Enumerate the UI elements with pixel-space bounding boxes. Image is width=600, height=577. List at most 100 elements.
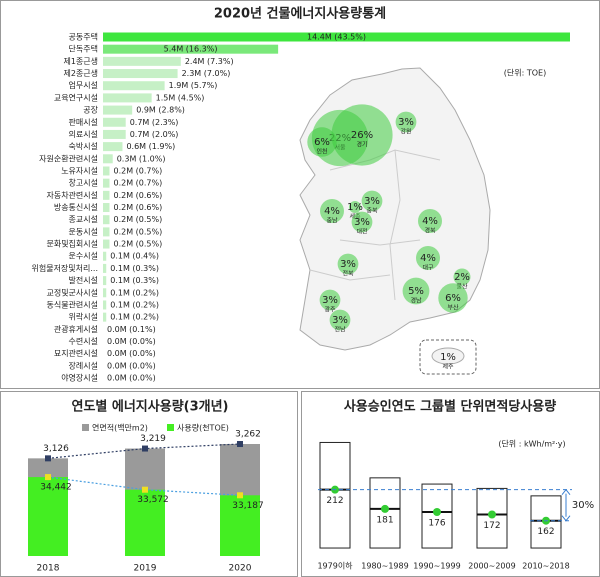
range-box xyxy=(421,483,453,549)
region-bubble xyxy=(329,309,351,331)
legend-label: 연면적(백만m2) xyxy=(92,423,148,433)
chart-title: 사용승인연도 그룹별 단위면적당사용량 xyxy=(344,399,556,415)
chart-title: 연도별 에너지사용량(3개년) xyxy=(71,399,228,415)
jeju-island xyxy=(431,347,465,365)
x-tick-label: 2020 xyxy=(229,564,252,574)
region-value: 4% xyxy=(324,206,340,217)
bar xyxy=(103,117,126,127)
region-bubble xyxy=(361,190,383,212)
marker xyxy=(237,441,243,448)
value-label: 0.9M (2.8%) xyxy=(136,106,185,115)
bar xyxy=(103,288,107,298)
value-label: 0.1M (0.2%) xyxy=(110,313,159,322)
bar xyxy=(103,190,110,200)
bar xyxy=(103,142,123,152)
bar xyxy=(103,312,107,322)
region-name: 울산 xyxy=(456,283,468,291)
region-value: 3% xyxy=(354,217,370,228)
region-value: 5% xyxy=(408,286,424,297)
region-bubble xyxy=(331,104,393,166)
y-tick-label: 방송통신시설 xyxy=(54,202,98,212)
y-tick-label: 창고시설 xyxy=(69,178,98,188)
value-label: 2.4M (7.3%) xyxy=(185,57,234,66)
bar xyxy=(103,44,279,54)
region-bubble xyxy=(351,211,373,233)
value-label: 0.2M (0.6%) xyxy=(113,203,162,212)
x-tick-label: 1990~1999 xyxy=(413,562,460,571)
region-name: 대전 xyxy=(356,228,367,236)
region-name: 인천 xyxy=(316,148,327,156)
bar xyxy=(103,166,110,176)
y-tick-label: 교정및군사시설 xyxy=(46,287,98,297)
value-label: 0.0M (0.0%) xyxy=(107,374,156,383)
bar xyxy=(103,178,110,188)
value-label: 33,572 xyxy=(137,495,169,505)
y-tick-label: 제2종근생 xyxy=(63,68,98,78)
y-tick-label: 수련시설 xyxy=(69,336,98,346)
region-value: 4% xyxy=(422,216,438,227)
region-bubble xyxy=(416,246,440,270)
marker xyxy=(142,486,148,493)
value-label: 33,187 xyxy=(232,501,264,511)
value-label: 0.2M (0.7%) xyxy=(113,179,162,188)
x-tick-label: 1980~1989 xyxy=(361,562,408,571)
x-tick-label: 2000~2009 xyxy=(468,562,515,571)
value-label: 3,262 xyxy=(235,430,261,440)
value-label: 181 xyxy=(376,515,393,525)
value-label: 0.3M (1.0%) xyxy=(117,154,166,163)
value-label: 0.7M (2.3%) xyxy=(130,118,179,127)
value-label: 0.2M (0.5%) xyxy=(113,215,162,224)
value-label: 0.2M (0.6%) xyxy=(113,191,162,200)
value-label: 14.4M (43.5%) xyxy=(307,33,366,42)
region-bubble xyxy=(395,111,417,133)
bar xyxy=(103,300,107,310)
value-label: 162 xyxy=(537,527,554,537)
region-value: 3% xyxy=(398,117,414,128)
value-label: 34,442 xyxy=(40,483,72,493)
region-bubble xyxy=(402,277,430,305)
x-tick-label: 2010~2018 xyxy=(522,562,569,571)
region-name: 강원 xyxy=(400,128,411,136)
region-value: 3% xyxy=(322,295,338,306)
marker xyxy=(45,474,51,481)
y-tick-label: 제1종근생 xyxy=(63,56,98,66)
y-tick-label: 운수시설 xyxy=(69,251,98,261)
bar xyxy=(103,239,110,249)
region-value: 6% xyxy=(445,293,461,304)
value-label: 0.0M (0.0%) xyxy=(107,337,156,346)
level-dot xyxy=(488,510,496,519)
value-label: 0.0M (0.0%) xyxy=(107,361,156,370)
bar xyxy=(103,32,570,42)
range-box xyxy=(319,441,351,549)
value-label: 0.1M (0.4%) xyxy=(110,252,159,261)
region-name: 제주 xyxy=(442,363,454,371)
y-tick-label: 문화및집회시설 xyxy=(46,239,98,249)
x-tick-label: 2019 xyxy=(134,564,157,574)
region-bubble xyxy=(349,201,361,213)
region-bubble xyxy=(337,253,359,275)
value-label: 0.7M (2.0%) xyxy=(130,130,179,139)
region-value: 3% xyxy=(364,196,380,207)
legend-swatch xyxy=(167,424,174,431)
marker xyxy=(142,445,148,452)
value-label: 176 xyxy=(428,519,445,529)
bar xyxy=(103,129,126,139)
value-label: 1.9M (5.7%) xyxy=(169,81,218,90)
y-tick-label: 숙박시설 xyxy=(69,141,98,151)
value-label: 3,126 xyxy=(43,444,69,454)
region-value: 6% xyxy=(314,137,330,148)
value-label: 0.2M (0.5%) xyxy=(113,240,162,249)
value-label: 0.1M (0.3%) xyxy=(110,276,159,285)
region-bubble xyxy=(438,283,468,313)
y-tick-label: 자동차관련시설 xyxy=(46,190,98,200)
y-tick-label: 교육연구시설 xyxy=(54,92,98,102)
marker xyxy=(237,492,243,499)
chart-title: 2020년 건물에너지사용량통계 xyxy=(214,6,386,22)
bar xyxy=(28,477,68,556)
region-bubble xyxy=(307,127,337,157)
value-label: 212 xyxy=(326,496,343,506)
value-label: 0.1M (0.2%) xyxy=(110,288,159,297)
region-bubble xyxy=(319,289,341,311)
change-label: 30% xyxy=(572,500,594,511)
